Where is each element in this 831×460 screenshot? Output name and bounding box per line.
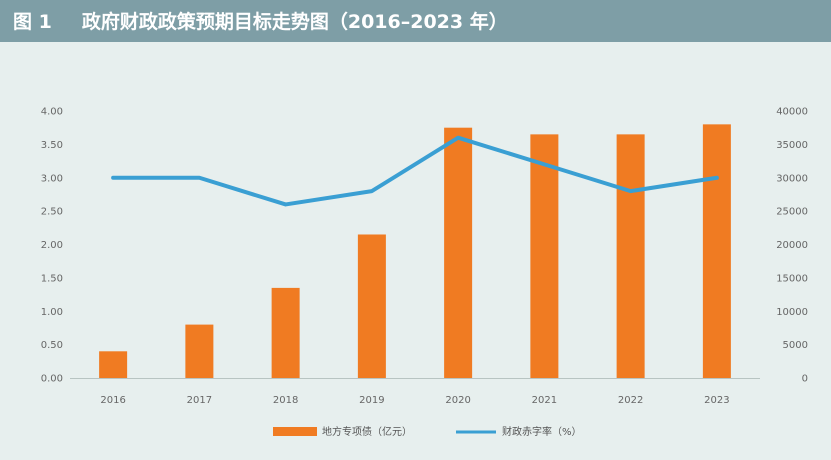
y-left-tick-label: 0.50 [41,340,63,351]
bar-2018 [271,287,300,378]
x-tick-label: 2023 [704,395,729,406]
figure-number: 图 1 [13,11,52,33]
y-left-tick-label: 4.00 [41,107,63,118]
y-right-tick-label: 0 [802,374,808,385]
y-right-tick-label: 10000 [776,307,808,318]
y-right-tick-label: 40000 [776,107,808,118]
y-right-tick-label: 15000 [776,273,808,284]
y-left-tick-label: 3.00 [41,173,63,184]
x-tick-label: 2016 [100,395,125,406]
x-tick-label: 2017 [187,395,212,406]
figure-title: 图 1 政府财政政策预期目标走势图（2016–2023 年） [13,7,508,34]
y-left-tick-label: 1.00 [41,307,63,318]
x-tick-label: 2020 [445,395,470,406]
line-series [111,135,719,207]
y-right-tick-label: 20000 [776,240,808,251]
x-tick-label: 2022 [618,395,643,406]
bar-2017 [185,324,214,378]
y-left-tick-label: 3.50 [41,140,63,151]
y-left-tick-label: 1.50 [41,273,63,284]
bar-2020 [444,127,473,378]
y-left-tick-label: 2.00 [41,240,63,251]
legend-label-bar: 地方专项债（亿元） [322,425,412,438]
bar-series [99,124,731,378]
deficit-rate-line [111,135,719,207]
y-right-tick-label: 25000 [776,207,808,218]
y-right-tick-label: 35000 [776,140,808,151]
y-right-tick-label: 30000 [776,173,808,184]
bar-2016 [99,351,128,378]
x-tick-label: 2019 [359,395,384,406]
figure-header: 图 1 政府财政政策预期目标走势图（2016–2023 年） [0,0,831,42]
x-axis-ticks: 2016 2017 2018 2019 2020 2021 2022 2023 [100,395,729,406]
figure-caption: 政府财政政策预期目标走势图（2016–2023 年） [81,11,508,33]
y-left-tick-label: 0.00 [41,374,63,385]
bar-2022 [616,134,645,378]
chart-legend: 地方专项债（亿元） 财政赤字率（%） [273,425,582,438]
bar-2019 [357,234,386,378]
x-tick-label: 2018 [273,395,298,406]
x-tick-label: 2021 [532,395,557,406]
bar-2023 [702,124,731,378]
y-right-tick-label: 5000 [783,340,808,351]
chart-axes: 0.00 0.50 1.00 1.50 2.00 2.50 3.00 3.50 4.00 0 500… [41,107,808,385]
y-left-tick-label: 2.50 [41,207,63,218]
legend-label-line: 财政赤字率（%） [502,425,582,438]
bar-2021 [530,134,559,378]
legend-swatch-bar [273,427,317,436]
